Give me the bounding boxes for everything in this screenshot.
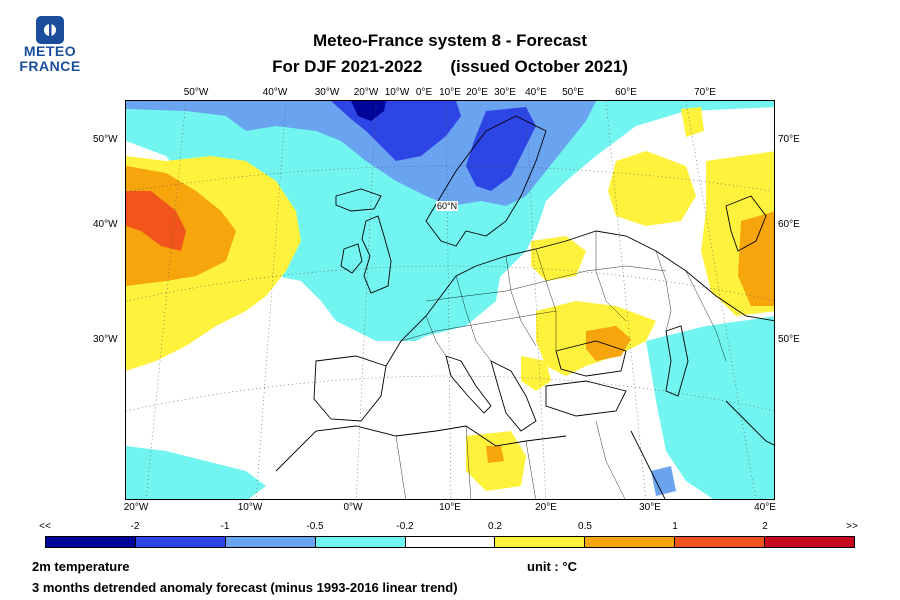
- top-tick-label: 10°W: [384, 87, 410, 98]
- anomaly-region-orange-ural: [738, 211, 774, 306]
- colorbar-segment: [405, 537, 496, 547]
- logo-text-meteo: METEO: [23, 43, 77, 59]
- anomaly-region-lightblue-mideast: [651, 466, 676, 496]
- unit-label: unit : °C: [527, 559, 577, 574]
- top-tick-label: 50°W: [183, 87, 209, 98]
- description-label: 3 months detrended anomaly forecast (min…: [32, 580, 458, 595]
- logo-text-france: FRANCE: [19, 58, 81, 74]
- right-tick-label: 50°E: [778, 334, 800, 345]
- meteo-france-logo-icon: [36, 16, 64, 44]
- anomaly-region-yellow-arctic: [681, 107, 704, 137]
- bottom-tick-label: 10°E: [439, 502, 461, 513]
- top-tick-label: 20°E: [466, 87, 488, 98]
- colorbar-segment: [585, 537, 676, 547]
- colorbar-label: -2: [130, 521, 140, 532]
- bottom-tick-label: 20°W: [123, 502, 149, 513]
- anomaly-region-cyan-mideast: [646, 316, 774, 499]
- top-tick-label: 30°W: [314, 87, 340, 98]
- colorbar-segment: [135, 537, 226, 547]
- country-borders: [395, 231, 727, 499]
- colorbar-segment: [675, 537, 766, 547]
- left-tick-label: 40°W: [93, 219, 118, 230]
- left-tick-label: 50°W: [93, 134, 118, 145]
- anomaly-map-svg: [126, 101, 774, 499]
- colorbar-label: -0.5: [306, 521, 324, 532]
- issue-label: (issued October 2021): [450, 57, 628, 76]
- right-tick-label: 60°E: [778, 219, 800, 230]
- map-subtitle: For DJF 2021-2022 (issued October 2021): [0, 57, 900, 77]
- anomaly-region-orange-east: [586, 326, 631, 361]
- top-tick-label: 60°E: [615, 87, 637, 98]
- anomaly-region-yellow-balkan: [521, 356, 551, 391]
- anomaly-map: [125, 100, 775, 500]
- colorbar-segment: [765, 537, 855, 547]
- top-tick-label: 40°E: [525, 87, 547, 98]
- colorbar-label: 0.2: [488, 521, 502, 532]
- colorbar-label: 2: [762, 521, 768, 532]
- colorbar-label: 0.5: [578, 521, 592, 532]
- map-title: Meteo-France system 8 - Forecast: [313, 31, 587, 50]
- bottom-tick-label: 20°E: [535, 502, 557, 513]
- anomaly-region-cyan-africa: [126, 446, 266, 499]
- coastlines: [275, 115, 774, 499]
- top-tick-label: 70°E: [694, 87, 716, 98]
- anomaly-region-red-west: [126, 191, 186, 251]
- meteo-france-logo: METEO FRANCE: [14, 16, 86, 74]
- variable-label: 2m temperature: [32, 559, 130, 574]
- top-tick-label: 0°E: [415, 87, 433, 98]
- bottom-tick-label: 30°E: [639, 502, 661, 513]
- top-tick-label: 30°E: [494, 87, 516, 98]
- colorbar-segment: [46, 537, 136, 547]
- top-tick-label: 40°W: [262, 87, 288, 98]
- anomaly-region-yellow-russia: [608, 151, 696, 226]
- top-tick-label: 50°E: [562, 87, 584, 98]
- colorbar-label: -1: [220, 521, 230, 532]
- colorbar-label: <<: [39, 521, 51, 532]
- anomaly-region-darkblue: [351, 101, 386, 121]
- anomaly-region-yellow-baltic: [531, 236, 586, 281]
- bottom-tick-label: 10°W: [237, 502, 263, 513]
- graticule: [126, 101, 774, 499]
- bottom-tick-label: 40°E: [754, 502, 776, 513]
- anomaly-region-blue-scand: [466, 107, 536, 191]
- colorbar-segment: [315, 537, 406, 547]
- anomaly-region-orange-libya: [486, 446, 504, 463]
- season-label: For DJF 2021-2022: [272, 57, 423, 76]
- colorbar-label: 1: [672, 521, 678, 532]
- colorbar-label: -0.2: [396, 521, 414, 532]
- latitude-label-60n: 60°N: [436, 201, 459, 211]
- left-tick-label: 30°W: [93, 334, 118, 345]
- top-tick-label: 20°W: [353, 87, 379, 98]
- right-tick-label: 70°E: [778, 134, 800, 145]
- anomaly-region-cyan-north: [126, 101, 774, 341]
- colorbar-label: >>: [846, 521, 858, 532]
- top-tick-label: 10°E: [439, 87, 461, 98]
- colorbar: [45, 536, 855, 548]
- anomaly-region-cyan-central: [371, 241, 501, 336]
- colorbar-segment: [495, 537, 586, 547]
- colorbar-segment: [225, 537, 316, 547]
- bottom-tick-label: 0°W: [343, 502, 363, 513]
